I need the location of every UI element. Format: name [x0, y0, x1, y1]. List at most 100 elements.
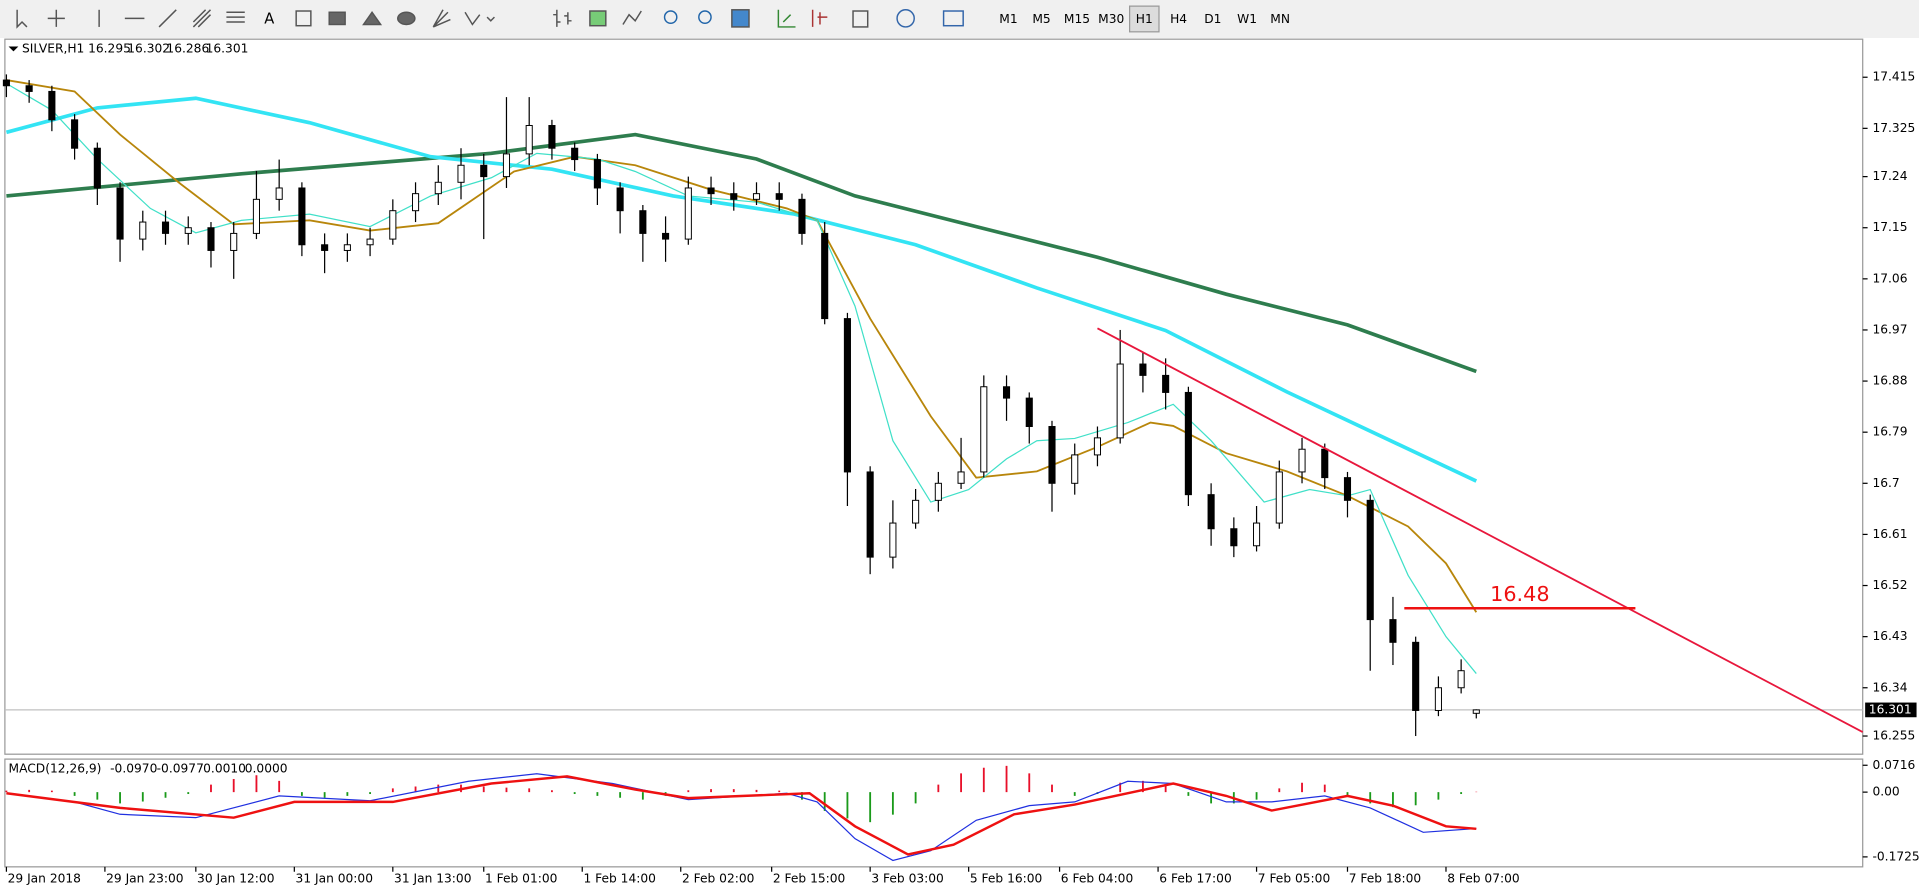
- bar-chart-icon[interactable]: [553, 9, 572, 27]
- ellipse-icon[interactable]: [397, 11, 416, 26]
- candle-body: [161, 221, 170, 234]
- indicator-line: [6, 775, 1477, 856]
- timeframe-button[interactable]: M15: [1064, 12, 1090, 26]
- candle-body: [1207, 494, 1215, 530]
- timeframe-button[interactable]: MN: [1270, 12, 1290, 26]
- candle-body: [548, 125, 556, 149]
- histogram-bar: [73, 792, 76, 796]
- histogram-bar: [300, 792, 303, 796]
- candle-body: [25, 85, 33, 92]
- candle-body: [1389, 619, 1397, 643]
- candle-body: [1275, 471, 1283, 524]
- histogram-bar: [982, 767, 985, 793]
- menu-arrow[interactable]: [8, 46, 19, 52]
- candle-body: [912, 499, 920, 524]
- y-tick-label: 16.255: [1872, 729, 1915, 743]
- macd-value: -0.0977: [157, 761, 204, 775]
- candle-body: [843, 318, 851, 473]
- timeframe-pressed: [1129, 5, 1160, 33]
- shift-icon[interactable]: [811, 9, 828, 27]
- fibo-icon[interactable]: [226, 11, 245, 23]
- timeframe-button[interactable]: H1: [1136, 12, 1153, 26]
- indicator-line: [6, 132, 1477, 374]
- histogram-bar: [1005, 765, 1008, 793]
- x-tick-label: 1 Feb 01:00: [485, 872, 557, 886]
- candle-body: [412, 193, 420, 212]
- x-tick-label: 30 Jan 12:00: [197, 872, 274, 886]
- y-tick-label: 16.34: [1872, 680, 1907, 694]
- timeframe-button[interactable]: D1: [1204, 12, 1221, 26]
- histogram-bar: [437, 784, 440, 793]
- candle-body: [1116, 363, 1124, 439]
- timeframe-button[interactable]: H4: [1170, 12, 1187, 26]
- indicators-icon[interactable]: [852, 10, 869, 28]
- toolbar-icons: [16, 9, 964, 29]
- candle-body: [480, 164, 488, 178]
- histogram-bar: [1164, 784, 1167, 793]
- candle-body: [798, 198, 806, 234]
- text-tool[interactable]: A: [264, 11, 274, 28]
- price-tag: [1865, 702, 1917, 718]
- candle-body: [71, 119, 79, 149]
- histogram-bar: [778, 790, 781, 793]
- histogram-bar: [96, 792, 99, 800]
- histogram-bar: [119, 792, 121, 804]
- channel-icon[interactable]: [192, 9, 212, 28]
- x-tick-label: 1 Feb 14:00: [583, 872, 655, 886]
- histogram-bar: [1392, 792, 1394, 808]
- candle-body: [184, 227, 192, 234]
- y-tick-label: 16.52: [1872, 578, 1907, 592]
- tile-icon[interactable]: [731, 9, 750, 28]
- histogram-bar: [1210, 792, 1213, 804]
- histogram-bar: [255, 775, 258, 793]
- periods-icon[interactable]: [896, 9, 915, 28]
- x-tick-label: 29 Jan 23:00: [106, 872, 183, 886]
- histogram-bar: [1369, 792, 1372, 804]
- rect-icon[interactable]: [328, 11, 346, 26]
- crosshair-icon[interactable]: [47, 9, 65, 27]
- label-icon[interactable]: [295, 10, 312, 27]
- indicator-line: [5, 96, 1478, 483]
- arrows-icon[interactable]: [464, 11, 495, 26]
- x-tick-label: 29 Jan 2018: [8, 872, 81, 886]
- zoom-out-icon[interactable]: [698, 10, 712, 24]
- y-tick-label: 0.0716: [1872, 758, 1915, 772]
- candle-body: [707, 187, 715, 195]
- candle-body: [684, 187, 692, 240]
- candle-body: [230, 232, 238, 251]
- histogram-bar: [1460, 792, 1463, 795]
- candle-body: [1343, 477, 1352, 501]
- high-value: 16.302: [127, 41, 170, 55]
- triangle-icon[interactable]: [362, 10, 383, 26]
- candle-body: [525, 125, 533, 155]
- timeframe-button[interactable]: M30: [1098, 12, 1124, 26]
- timeframe-button[interactable]: M5: [1032, 12, 1050, 26]
- autoscroll-icon[interactable]: [777, 9, 796, 28]
- timeframe-button[interactable]: W1: [1237, 12, 1257, 26]
- macd-value: -0.0970: [110, 761, 157, 775]
- y-tick-label: 17.15: [1872, 220, 1907, 234]
- gann-icon[interactable]: [432, 9, 451, 28]
- trendline-icon[interactable]: [158, 9, 177, 28]
- cursor-icon[interactable]: [16, 9, 28, 29]
- macd-title: MACD(12,26,9): [9, 761, 102, 775]
- histogram-bar: [960, 773, 962, 793]
- histogram-bar: [232, 778, 235, 793]
- histogram-bar: [1323, 784, 1326, 793]
- histogram-bar: [869, 792, 872, 823]
- candle-body: [866, 471, 874, 558]
- templates-icon[interactable]: [942, 10, 964, 27]
- histogram-bar: [641, 792, 644, 800]
- line-chart-icon[interactable]: [622, 10, 642, 25]
- histogram-bar: [710, 789, 712, 793]
- candle-body: [139, 221, 147, 240]
- x-tick-label: 6 Feb 17:00: [1159, 872, 1231, 886]
- histogram-bar: [141, 792, 144, 802]
- timeframe-button[interactable]: M1: [999, 12, 1017, 26]
- macd-value: 0.0010: [203, 761, 246, 775]
- zoom-in-icon[interactable]: [663, 10, 678, 24]
- candle-body: [2, 79, 10, 87]
- candle-body: [457, 164, 465, 183]
- candle-chart-icon[interactable]: [589, 10, 607, 27]
- candle-body: [1434, 687, 1442, 711]
